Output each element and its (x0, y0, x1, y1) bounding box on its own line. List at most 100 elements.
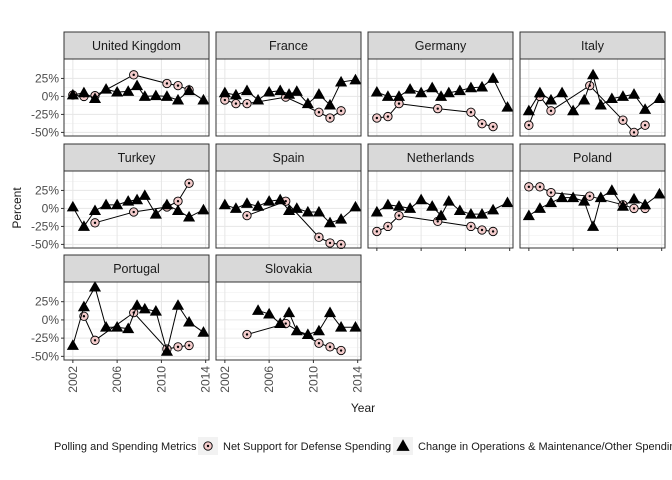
data-point-om (464, 81, 477, 93)
data-point-om (556, 191, 569, 203)
data-point-om (605, 184, 618, 195)
facet-title: Portugal (113, 262, 160, 276)
data-point-support (372, 113, 382, 123)
panel-border (519, 58, 666, 137)
facet-panels: United Kingdom France Germany Italy Turkey Sp… (63, 31, 666, 361)
data-point-support (129, 207, 139, 217)
data-point-support (383, 111, 393, 122)
data-point-om (426, 200, 439, 211)
data-point-support (325, 238, 335, 248)
data-point-support (242, 98, 252, 109)
data-point-om (290, 324, 303, 336)
series-om-change (66, 189, 210, 231)
data-point-om (501, 196, 514, 208)
data-point-om (122, 85, 135, 96)
data-point-om (475, 80, 489, 92)
data-point-support (477, 119, 487, 129)
data-point-om (627, 88, 641, 99)
data-point-om (100, 321, 113, 332)
data-point-om (183, 315, 196, 327)
data-point-support (314, 338, 324, 348)
data-point-om (197, 93, 210, 105)
legend-title: Polling and Spending Metrics (54, 441, 197, 453)
data-point-support (90, 218, 100, 228)
facet-panel-netherlands: Netherlands (367, 143, 514, 249)
major-gridlines (64, 171, 209, 248)
major-gridlines (216, 59, 361, 136)
facet-strip (367, 31, 514, 60)
data-point-support (314, 107, 324, 117)
data-point-om (171, 93, 185, 105)
data-point-om (426, 81, 439, 93)
data-point-om (131, 193, 144, 205)
data-point-om (66, 200, 79, 212)
data-point-om (290, 202, 303, 213)
data-point-om (453, 84, 466, 96)
x-tick-label: 2010 (306, 366, 320, 393)
series-line (257, 309, 356, 336)
data-point-om (312, 205, 325, 217)
y-tick-label: -50% (31, 349, 59, 363)
data-point-om (587, 220, 600, 231)
data-point-om (578, 93, 591, 105)
panel-border (63, 281, 210, 361)
data-point-support (90, 335, 100, 345)
data-point-om (171, 299, 185, 310)
data-point-om (100, 198, 113, 210)
panel-border (215, 170, 362, 249)
facet-strip (215, 31, 362, 60)
series-net-support (242, 196, 346, 250)
legend-label-om: Change in Operations & Maintenance/Other… (418, 441, 672, 453)
data-point-om (404, 83, 417, 94)
data-point-om (283, 88, 296, 99)
x-tick-label: 2006 (110, 366, 124, 393)
series-om-change (66, 280, 210, 356)
data-point-om (122, 195, 135, 206)
data-point-support (629, 127, 639, 138)
series-net-support (372, 210, 498, 237)
x-tick-label: 2014 (351, 366, 365, 393)
data-point-om (349, 321, 362, 332)
data-point-support (231, 98, 241, 109)
data-point-om (381, 90, 394, 101)
y-tick-label: -50% (31, 125, 59, 139)
data-point-om (77, 300, 90, 312)
data-point-om (77, 86, 90, 98)
x-tick-label: 2014 (199, 366, 213, 393)
data-point-om (567, 104, 580, 116)
data-point-om (653, 187, 666, 199)
data-point-support (466, 107, 476, 117)
data-point-om (487, 203, 500, 215)
data-point-support (524, 182, 534, 192)
y-tick-label: -25% (31, 107, 59, 121)
y-tick-label: 25% (35, 295, 59, 309)
data-point-om (66, 339, 79, 350)
series-om-change (252, 304, 362, 339)
x-tick-label: 2010 (154, 366, 168, 393)
data-point-om (544, 196, 558, 208)
data-point-support (184, 178, 194, 188)
data-point-om (392, 200, 406, 211)
y-tick-label: 25% (35, 71, 59, 85)
data-point-om (160, 90, 173, 101)
data-point-support (488, 121, 498, 132)
data-point-support (524, 120, 534, 130)
data-point-om (567, 191, 580, 203)
data-point-om (533, 202, 546, 213)
series-om-change (218, 73, 362, 110)
x-tick-label: 2002 (66, 366, 80, 393)
data-point-om (349, 73, 362, 85)
facet-strip (215, 254, 362, 283)
series-net-support (242, 318, 346, 356)
data-point-support (546, 187, 556, 198)
data-point-om (183, 210, 196, 222)
data-point-support (325, 342, 335, 352)
facet-panel-france: France (215, 31, 362, 137)
data-point-om (131, 79, 144, 91)
data-point-om (533, 86, 546, 98)
data-point-om (435, 209, 448, 221)
series-om-change (370, 193, 514, 221)
panel-border (215, 281, 362, 361)
data-point-support (242, 329, 252, 340)
data-point-om (263, 195, 276, 206)
